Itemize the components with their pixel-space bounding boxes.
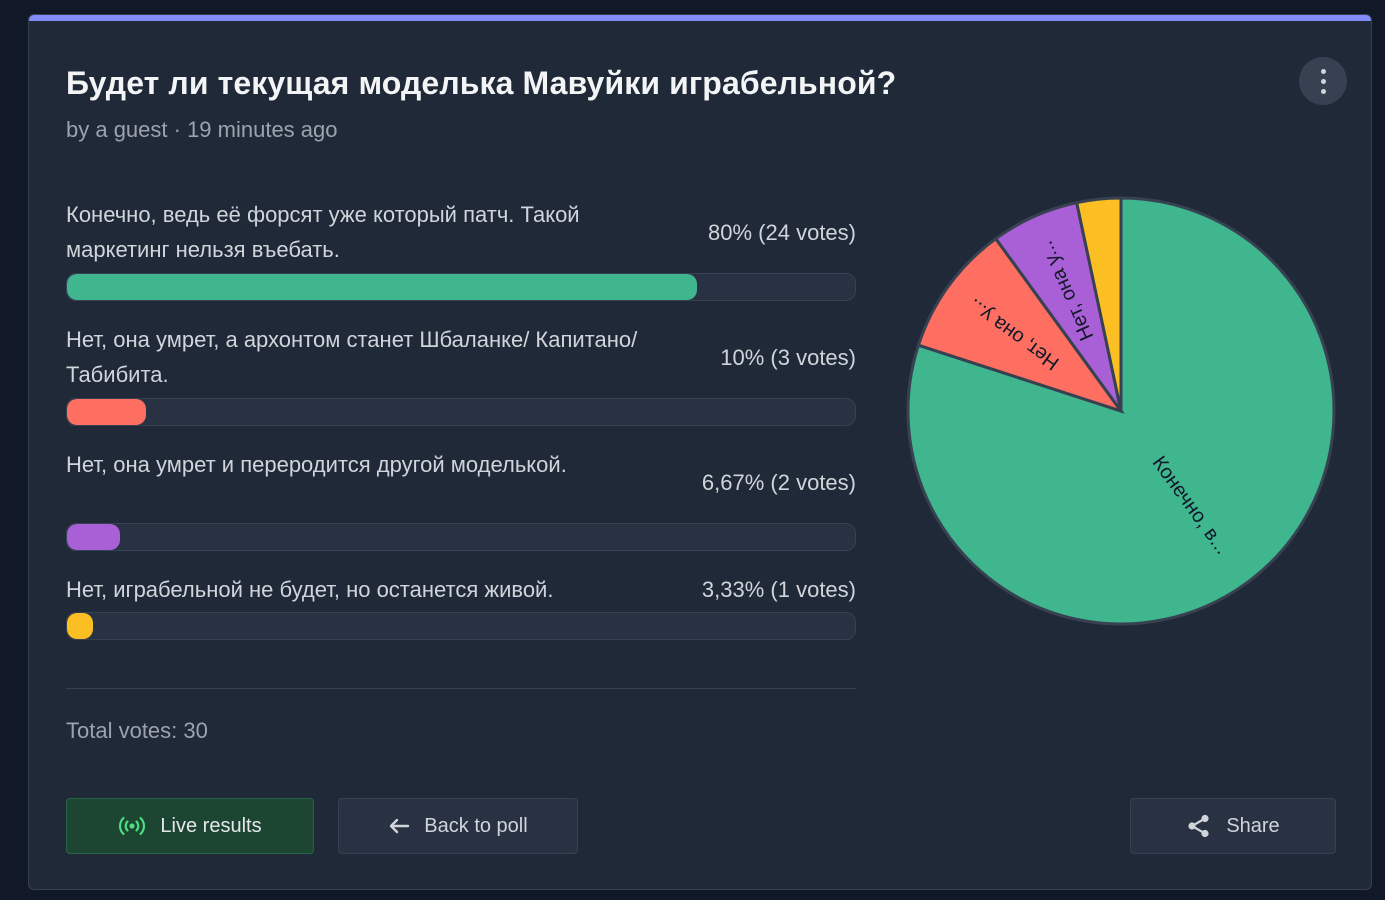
option-percent: 6,67% (2 votes)	[702, 470, 856, 496]
option-label: Нет, она умрет, а архонтом станет Шбалан…	[66, 322, 666, 392]
vertical-dots-icon-dot	[1321, 89, 1326, 94]
pie-chart-svg: Конечно, в...Нет, она у...Нет, она у...	[901, 193, 1341, 633]
result-bar-fill	[67, 274, 697, 300]
share-label: Share	[1226, 815, 1279, 838]
poll-title: Будет ли текущая моделька Мавуйки играбе…	[66, 65, 896, 102]
more-options-button[interactable]	[1299, 57, 1347, 105]
result-bar-fill	[67, 399, 146, 425]
result-bar-track	[66, 612, 856, 640]
share-button[interactable]: Share	[1130, 798, 1336, 854]
poll-results-card: Будет ли текущая моделька Мавуйки играбе…	[28, 14, 1372, 890]
option-label: Нет, она умрет и переродится другой моде…	[66, 447, 666, 482]
live-results-label: Live results	[160, 815, 261, 838]
option-label: Нет, играбельной не будет, но останется …	[66, 572, 686, 607]
back-to-poll-button[interactable]: Back to poll	[338, 798, 578, 854]
vertical-dots-icon	[1321, 69, 1326, 74]
option-percent: 80% (24 votes)	[708, 220, 856, 246]
back-to-poll-label: Back to poll	[424, 815, 527, 838]
poll-byline: by a guest · 19 minutes ago	[66, 117, 338, 143]
divider	[66, 688, 856, 689]
option-percent: 3,33% (1 votes)	[702, 577, 856, 603]
result-option-3: Нет, она умрет и переродится другой моде…	[66, 447, 856, 552]
card-accent-bar	[29, 15, 1371, 21]
result-bar-track	[66, 398, 856, 426]
total-votes: Total votes: 30	[66, 718, 208, 744]
results-pie-chart: Конечно, в... Нет, она у... Нет, она у...	[901, 193, 1341, 633]
arrow-left-icon	[388, 817, 410, 835]
live-results-button[interactable]: Live results	[66, 798, 314, 854]
share-icon	[1186, 813, 1212, 839]
result-bar-fill	[67, 613, 93, 639]
result-option-4: Нет, играбельной не будет, но останется …	[66, 572, 856, 642]
result-bar-track	[66, 523, 856, 551]
option-percent: 10% (3 votes)	[720, 345, 856, 371]
option-label: Конечно, ведь её форсят уже который патч…	[66, 197, 666, 267]
result-bar-track	[66, 273, 856, 301]
result-bar-fill	[67, 524, 120, 550]
result-option-1: Конечно, ведь её форсят уже который патч…	[66, 197, 856, 302]
result-option-2: Нет, она умрет, а архонтом станет Шбалан…	[66, 322, 856, 427]
vertical-dots-icon-dot	[1321, 79, 1326, 84]
broadcast-icon	[118, 815, 146, 837]
